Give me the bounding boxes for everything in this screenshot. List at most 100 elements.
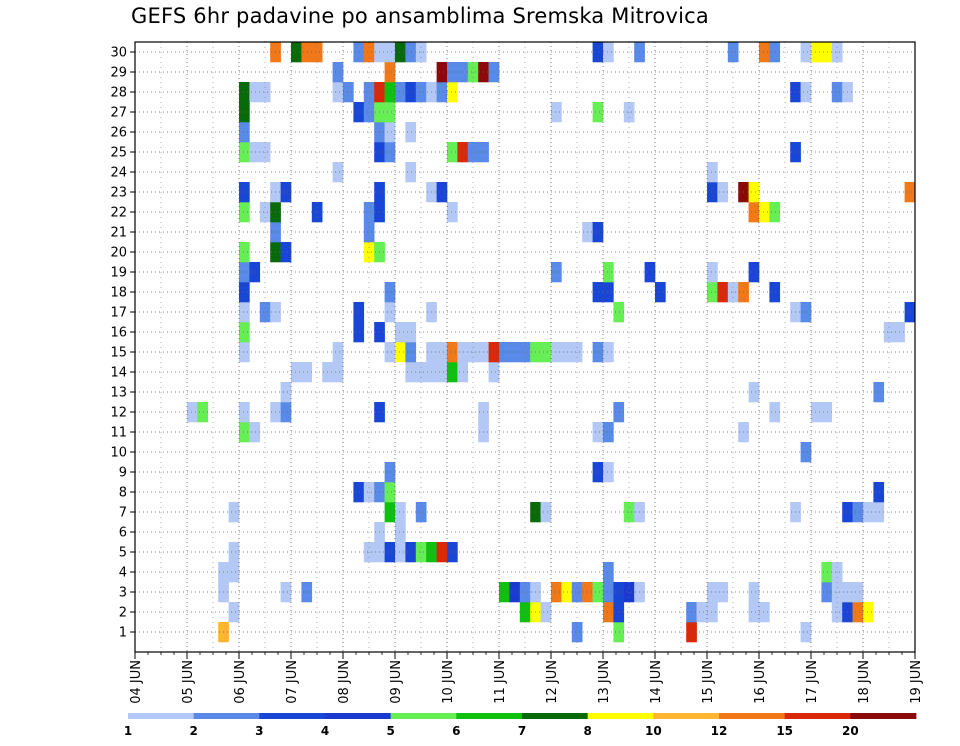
y-tick-label: 21 bbox=[110, 226, 127, 241]
heatmap-cell bbox=[239, 242, 250, 263]
heatmap-cell bbox=[405, 42, 417, 63]
y-tick-label: 2 bbox=[119, 606, 127, 621]
colorbar-label: 15 bbox=[776, 724, 793, 738]
heatmap-cell bbox=[384, 82, 396, 103]
heatmap-cell bbox=[769, 202, 781, 223]
heatmap-cell bbox=[395, 322, 406, 343]
colorbar-label: 10 bbox=[645, 724, 662, 738]
y-tick-label: 19 bbox=[110, 266, 127, 281]
x-tick-label: 19 JUN bbox=[909, 660, 924, 704]
heatmap-cell bbox=[436, 362, 448, 383]
heatmap-cell bbox=[551, 102, 562, 123]
y-tick-label: 1 bbox=[119, 626, 127, 641]
heatmap-cell bbox=[769, 402, 781, 423]
heatmap-cell bbox=[821, 582, 833, 603]
heatmap-cell bbox=[499, 582, 510, 603]
heatmap-cell bbox=[280, 402, 292, 423]
heatmap-cell bbox=[852, 502, 864, 523]
heatmap-cell bbox=[353, 482, 365, 503]
y-tick-label: 10 bbox=[110, 446, 127, 461]
colorbar-label: 1 bbox=[124, 724, 132, 738]
heatmap-cell bbox=[707, 582, 718, 603]
heatmap-cell bbox=[603, 342, 614, 363]
heatmap-cell bbox=[592, 42, 604, 63]
heatmap-cell bbox=[613, 602, 625, 623]
heatmap-cell bbox=[800, 622, 812, 643]
colorbar-swatch bbox=[719, 713, 786, 719]
heatmap-cell bbox=[239, 122, 250, 143]
heatmap-cell bbox=[488, 342, 500, 363]
heatmap-cell bbox=[405, 162, 417, 183]
x-tick-label: 06 JUN bbox=[233, 660, 248, 704]
heatmap-cell bbox=[228, 602, 240, 623]
heatmap-cell bbox=[603, 582, 614, 603]
heatmap-cell bbox=[707, 602, 718, 623]
heatmap-cell bbox=[457, 142, 469, 163]
heatmap-cell bbox=[395, 82, 406, 103]
heatmap-cell bbox=[395, 502, 406, 523]
heatmap-cell bbox=[821, 42, 833, 63]
heatmap-cell bbox=[696, 602, 708, 623]
heatmap-cell bbox=[540, 342, 552, 363]
heatmap-cell bbox=[249, 82, 261, 103]
chart-title: GEFS 6hr padavine po ansamblima Sremska … bbox=[131, 4, 709, 28]
heatmap-cell bbox=[384, 542, 396, 563]
heatmap-cell bbox=[852, 602, 864, 623]
heatmap-cell bbox=[603, 262, 614, 283]
x-tick-label: 08 JUN bbox=[337, 660, 352, 704]
heatmap-cell bbox=[301, 582, 313, 603]
colorbar-swatch bbox=[193, 713, 260, 719]
heatmap-cell bbox=[904, 182, 916, 203]
heatmap-cell bbox=[644, 262, 656, 283]
x-tick-label: 16 JUN bbox=[753, 660, 768, 704]
heatmap-cell bbox=[353, 302, 365, 323]
heatmap-cell bbox=[863, 602, 874, 623]
colorbar-swatch bbox=[325, 713, 392, 719]
heatmap-cell bbox=[748, 182, 760, 203]
heatmap-cell bbox=[239, 422, 250, 443]
x-tick-label: 12 JUN bbox=[545, 660, 560, 704]
heatmap-cell bbox=[239, 322, 250, 343]
heatmap-cell bbox=[405, 322, 417, 343]
heatmap-cell bbox=[707, 162, 718, 183]
heatmap-cell bbox=[384, 282, 396, 303]
heatmap-cell bbox=[384, 462, 396, 483]
heatmap-cell bbox=[405, 122, 417, 143]
heatmap-cell bbox=[187, 402, 198, 423]
y-tick-label: 27 bbox=[110, 106, 127, 121]
colorbar-label: 8 bbox=[583, 724, 591, 738]
grid-lines bbox=[135, 42, 915, 652]
heatmap-cell bbox=[561, 342, 573, 363]
y-tick-label: 11 bbox=[110, 426, 127, 441]
heatmap-cell bbox=[395, 342, 406, 363]
heatmap-cell bbox=[707, 262, 718, 283]
heatmap-cell bbox=[239, 262, 250, 283]
heatmap-cell bbox=[488, 62, 500, 83]
colorbar: 1 2 3 4 5 6 7 8 10 12 15 20 bbox=[124, 713, 917, 738]
heatmap-cell bbox=[239, 402, 250, 423]
colorbar-swatch bbox=[128, 713, 195, 719]
x-tick-label: 07 JUN bbox=[285, 660, 300, 704]
heatmap-cell bbox=[873, 382, 885, 403]
heatmap-cell bbox=[592, 422, 604, 443]
heatmap-cell bbox=[603, 562, 614, 583]
colorbar-label: 20 bbox=[842, 724, 859, 738]
heatmap-cell bbox=[863, 502, 874, 523]
y-tick-label: 29 bbox=[110, 66, 127, 81]
colorbar-label: 7 bbox=[518, 724, 526, 738]
heatmap-cell bbox=[280, 242, 292, 263]
colorbar-label: 12 bbox=[711, 724, 728, 738]
heatmap-cell bbox=[457, 362, 469, 383]
colorbar-label: 5 bbox=[386, 724, 394, 738]
x-tick-label: 15 JUN bbox=[701, 660, 716, 704]
heatmap-cell bbox=[405, 542, 417, 563]
y-tick-label: 22 bbox=[110, 206, 127, 221]
heatmap-cell bbox=[436, 342, 448, 363]
heatmap-cell bbox=[239, 302, 250, 323]
colorbar-label: 6 bbox=[452, 724, 460, 738]
heatmap-cell bbox=[603, 462, 614, 483]
heatmap-cell bbox=[353, 322, 365, 343]
heatmap-cell bbox=[343, 82, 354, 103]
